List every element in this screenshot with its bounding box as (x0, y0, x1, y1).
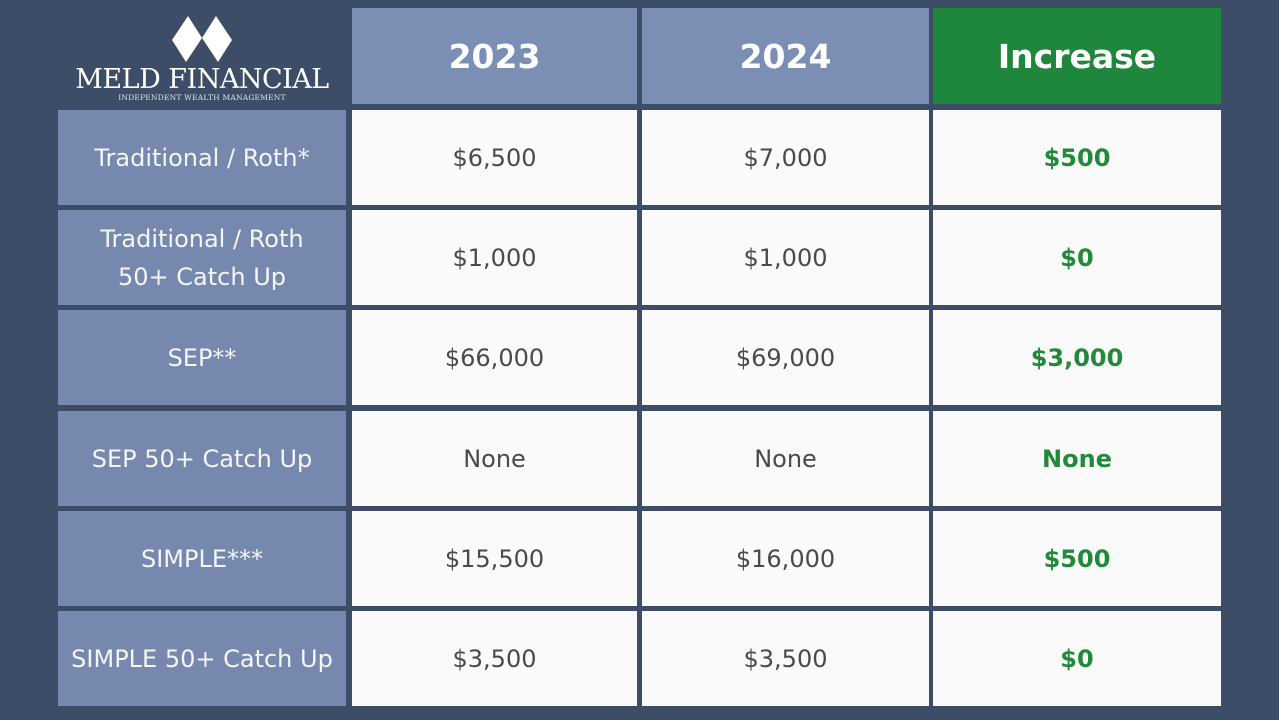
table-cell: $7,000 (642, 110, 929, 205)
table-cell: $69,000 (642, 310, 929, 405)
logo-tagline: INDEPENDENT WEALTH MANAGEMENT (118, 93, 286, 102)
row-label: Traditional / Roth* (58, 110, 346, 205)
row-label: SIMPLE 50+ Catch Up (58, 611, 346, 706)
table-cell: $3,000 (933, 310, 1221, 405)
table-cell: None (352, 411, 637, 506)
logo: MELD FINANCIAL INDEPENDENT WEALTH MANAGE… (58, 8, 346, 104)
column-header: 2023 (352, 8, 637, 104)
table-cell: $1,000 (642, 210, 929, 305)
table-cell: None (933, 411, 1221, 506)
table-cell: $6,500 (352, 110, 637, 205)
table-cell: $3,500 (352, 611, 637, 706)
row-label: SEP** (58, 310, 346, 405)
table-cell: $0 (933, 611, 1221, 706)
row-label: SEP 50+ Catch Up (58, 411, 346, 506)
row-label: Traditional / Roth 50+ Catch Up (58, 210, 346, 305)
table-cell: $1,000 (352, 210, 637, 305)
column-header: Increase (933, 8, 1221, 104)
table-cell: $66,000 (352, 310, 637, 405)
table-cell: $0 (933, 210, 1221, 305)
column-header: 2024 (642, 8, 929, 104)
table-cell: $16,000 (642, 511, 929, 606)
table-cell: $500 (933, 110, 1221, 205)
table-cell: $3,500 (642, 611, 929, 706)
logo-name: MELD FINANCIAL (75, 64, 329, 95)
row-label: SIMPLE*** (58, 511, 346, 606)
logo-mark-icon (172, 16, 232, 62)
table-cell: $15,500 (352, 511, 637, 606)
table-cell: None (642, 411, 929, 506)
table-cell: $500 (933, 511, 1221, 606)
